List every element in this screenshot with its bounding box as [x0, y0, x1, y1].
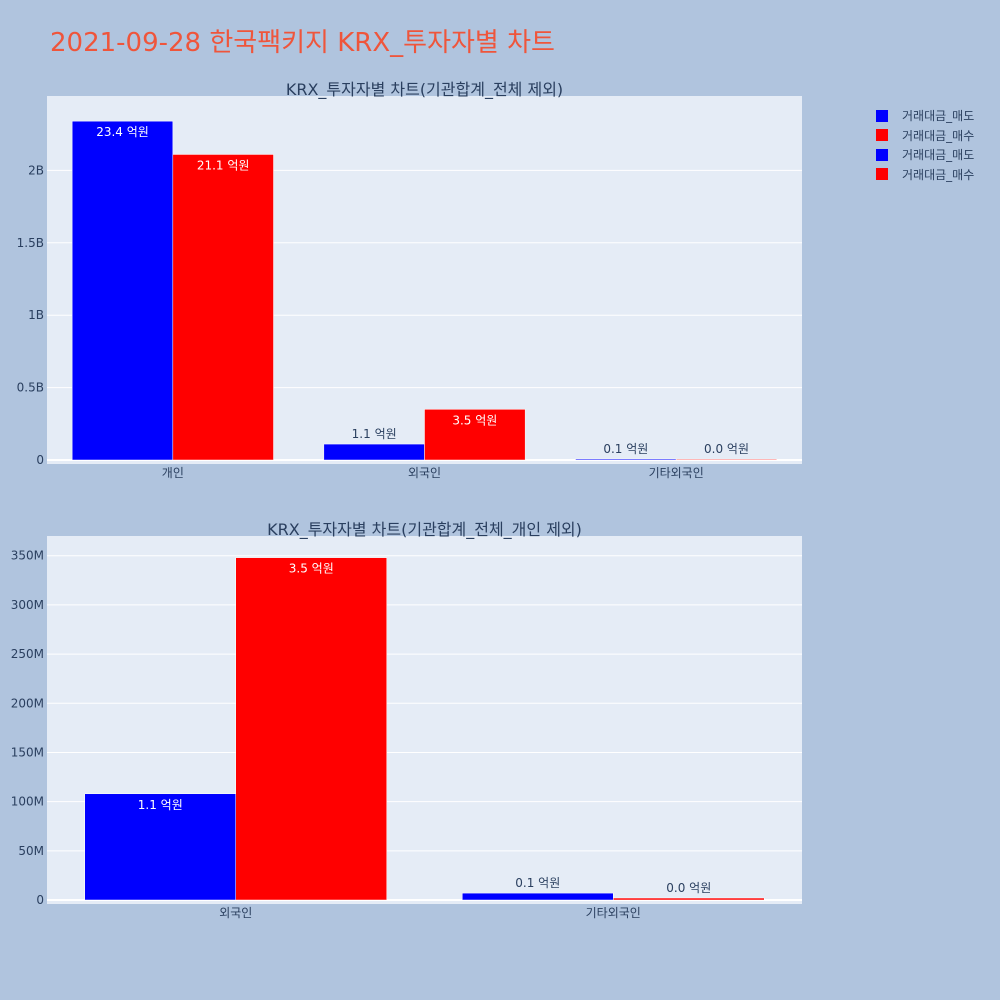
y-tick-label: 2B — [28, 163, 44, 177]
bar-buy — [235, 557, 387, 901]
legend-swatch — [876, 109, 888, 122]
bar-buy — [172, 154, 274, 461]
legend-swatch — [876, 129, 888, 142]
y-tick-label: 0 — [36, 453, 44, 467]
page-title: 2021-09-28 한국팩키지 KRX_투자자별 차트 — [50, 28, 555, 58]
data-label: 23.4 억원 — [96, 125, 149, 139]
bar-buy — [613, 897, 765, 901]
x-tick-label: 외국인 — [219, 906, 252, 920]
x-tick-label: 기타외국인 — [586, 906, 641, 920]
x-tick-label: 기타외국인 — [649, 466, 704, 480]
y-tick-label: 1.5B — [17, 236, 44, 250]
data-label: 1.1 억원 — [138, 798, 183, 812]
y-tick-label: 1B — [28, 308, 44, 322]
bar-buy — [675, 458, 778, 461]
bar-sell — [462, 892, 614, 901]
chart-title: KRX_투자자별 차트(기관합계_전체_개인 제외) — [267, 520, 582, 540]
legend-label: 거래대금_매도 — [902, 109, 975, 124]
legend-label: 거래대금_매수 — [902, 128, 975, 143]
legend-item-sell-1[interactable]: 거래대금_매도 — [876, 106, 974, 126]
legend-swatch — [876, 148, 888, 161]
legend-item-buy-1[interactable]: 거래대금_매수 — [876, 126, 974, 146]
bar-sell — [323, 443, 425, 461]
data-label: 21.1 억원 — [197, 158, 250, 172]
bar-sell — [84, 793, 236, 901]
y-tick-label: 300M — [11, 598, 44, 612]
legend: 거래대금_매도 거래대금_매수 거래대금_매도 거래대금_매수 — [876, 106, 974, 184]
y-tick-label: 150M — [11, 745, 44, 759]
y-tick-label: 0 — [36, 893, 44, 907]
data-label: 0.0 억원 — [666, 881, 711, 895]
x-tick-label: 개인 — [162, 466, 184, 480]
bar-sell — [575, 458, 677, 461]
data-label: 3.5 억원 — [289, 562, 334, 576]
x-tick-label: 외국인 — [408, 466, 441, 480]
y-tick-label: 100M — [11, 795, 44, 809]
y-tick-label: 0.5B — [17, 381, 44, 395]
legend-item-buy-2[interactable]: 거래대금_매수 — [876, 165, 974, 185]
legend-item-sell-2[interactable]: 거래대금_매도 — [876, 145, 974, 165]
chart-2: 0 50M 100M 150M 200M 250M 300M 350M KRX_투자자별 차트(… — [11, 520, 802, 920]
chart-1: 0 0.5B 1B 1.5B 2B KRX_투자자별 차트(기관합계_전체 제외) 개인 23… — [17, 80, 802, 480]
y-tick-label: 50M — [18, 844, 44, 858]
legend-swatch — [876, 168, 888, 181]
legend-label: 거래대금_매도 — [902, 148, 975, 163]
bar-sell — [71, 120, 174, 461]
data-label: 0.1 억원 — [515, 876, 560, 890]
data-label: 1.1 억원 — [352, 427, 397, 441]
data-label: 3.5 억원 — [452, 413, 497, 427]
legend-label: 거래대금_매수 — [902, 167, 975, 182]
y-tick-label: 250M — [11, 647, 44, 661]
bar-buy — [424, 409, 526, 461]
chart-title: KRX_투자자별 차트(기관합계_전체 제외) — [286, 80, 563, 100]
y-tick-label: 350M — [11, 549, 44, 563]
data-label: 0.1 억원 — [603, 442, 648, 456]
y-tick-label: 200M — [11, 696, 44, 710]
data-label: 0.0 억원 — [704, 442, 749, 456]
